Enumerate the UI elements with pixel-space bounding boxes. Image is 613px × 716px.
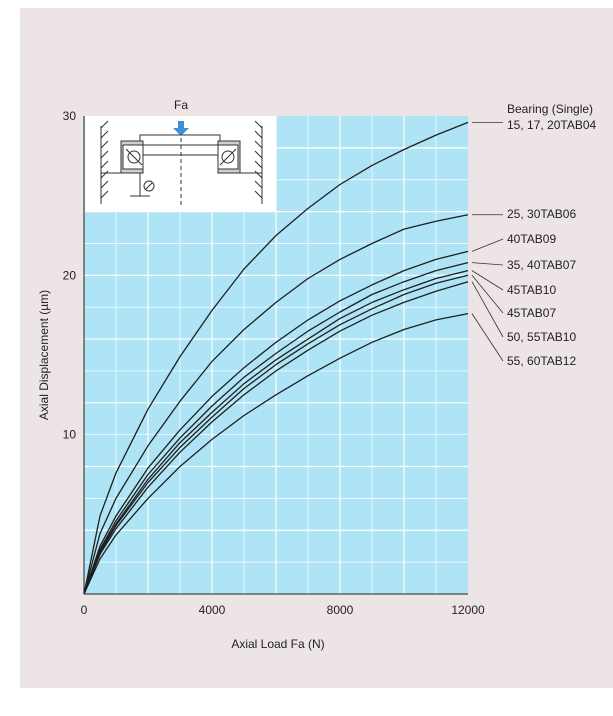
- legend-leader: [471, 270, 504, 291]
- series-line: [83, 281, 469, 595]
- x-axis-title: Axial Load Fa (N): [231, 637, 324, 651]
- series-line: [83, 312, 469, 595]
- series-line: [83, 269, 469, 595]
- force-arrow-icon: [173, 121, 189, 136]
- bearing-assembly: [100, 120, 263, 208]
- y-tick-label: 20: [63, 268, 77, 282]
- axial-displacement-chart: Fa: [37, 98, 597, 651]
- series-line: [83, 121, 469, 595]
- series-curves: [83, 121, 469, 595]
- legend-label: 25, 30TAB06: [507, 207, 576, 221]
- legend-label: 45TAB10: [507, 283, 556, 297]
- axes: 0 4000 8000 12000 10 20 30 Axial Load Fa (N) Axi…: [37, 109, 485, 651]
- legend-label: 40TAB09: [507, 232, 556, 246]
- legend-leader: [471, 238, 504, 252]
- dial-gauge-icon: [143, 180, 155, 192]
- legend-leader: [471, 281, 504, 338]
- bearing-diagram: Fa: [85, 98, 276, 212]
- chart-panel: Fa: [20, 8, 613, 688]
- series-line: [83, 261, 469, 595]
- legend-label: 50, 55TAB10: [507, 330, 576, 344]
- legend-leader: [471, 313, 504, 362]
- legend-label: 55, 60TAB12: [507, 354, 576, 368]
- force-label: Fa: [174, 98, 188, 112]
- y-axis-title: Axial Displacement (µm): [37, 290, 51, 420]
- x-tick-label: 4000: [199, 603, 226, 617]
- legend: Bearing (Single) 15, 17, 20TAB04 25, 30TAB…: [471, 102, 597, 368]
- legend-label: 15, 17, 20TAB04: [507, 118, 597, 132]
- legend-leader: [471, 275, 504, 314]
- legend-label: 35, 40TAB07: [507, 258, 576, 272]
- x-tick-label: 12000: [451, 603, 485, 617]
- x-tick-label: 0: [81, 603, 88, 617]
- series-line: [83, 250, 469, 595]
- legend-leader: [471, 262, 504, 266]
- legend-label: 45TAB07: [507, 306, 556, 320]
- x-tick-label: 8000: [327, 603, 354, 617]
- series-line: [83, 274, 469, 595]
- legend-header: Bearing (Single): [507, 102, 593, 116]
- y-tick-label: 10: [63, 428, 77, 442]
- series-line: [83, 214, 469, 595]
- y-tick-label: 30: [63, 109, 77, 123]
